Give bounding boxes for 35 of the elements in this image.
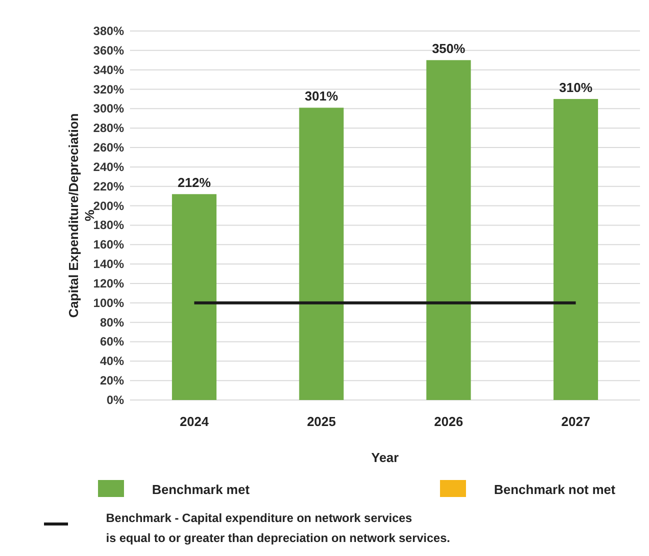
x-tick-label: 2025 — [306, 414, 336, 429]
y-tick-label: 120% — [93, 276, 124, 290]
data-label: 310% — [559, 80, 593, 95]
x-axis-title: Year — [371, 450, 399, 465]
y-tick-label: 340% — [93, 62, 124, 77]
y-tick-label: 380% — [93, 24, 124, 38]
legend-label: Benchmark met — [152, 482, 250, 497]
y-tick-label: 180% — [93, 218, 124, 232]
y-tick-label: 160% — [93, 238, 124, 252]
data-label: 350% — [432, 41, 466, 56]
y-tick-label: 360% — [93, 43, 124, 58]
y-tick-label: 60% — [100, 334, 124, 349]
bar — [554, 98, 598, 400]
y-tick-label: 240% — [93, 160, 124, 174]
y-tick-label: 320% — [93, 82, 124, 96]
y-tick-label: 40% — [100, 354, 124, 368]
y-tick-label: 300% — [93, 102, 124, 116]
data-label: 301% — [304, 88, 338, 104]
y-tick-label: 0% — [106, 393, 124, 407]
data-label: 212% — [178, 175, 212, 190]
y-tick-label: 140% — [93, 257, 124, 272]
bar — [172, 194, 216, 400]
y-tick-label: 260% — [93, 140, 124, 155]
legend-label: Benchmark not met — [494, 482, 616, 497]
x-tick-label: 2026 — [434, 414, 464, 429]
y-tick-label: 80% — [100, 315, 124, 330]
x-tick-label: 2024 — [180, 414, 210, 429]
y-tick-label: 20% — [100, 374, 124, 388]
y-tick-label: 220% — [93, 179, 124, 194]
y-tick-label: 200% — [93, 198, 124, 213]
x-tick-label: 2027 — [561, 414, 590, 429]
ref-line-label: Benchmark - Capital expenditure on network services is equal to or greater than depreciation on network services. — [106, 511, 450, 545]
bar — [426, 60, 471, 400]
bar — [299, 108, 344, 400]
y-tick-label: 280% — [93, 121, 124, 136]
